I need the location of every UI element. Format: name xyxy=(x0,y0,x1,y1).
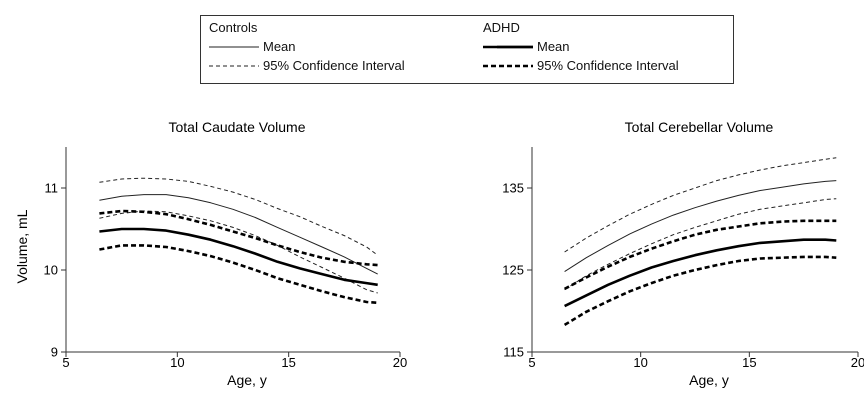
legend-controls-mean-label: Mean xyxy=(263,39,296,54)
y-tick-label: 11 xyxy=(45,181,59,196)
adhd-ci-line xyxy=(99,209,378,267)
adhd-ci-line xyxy=(563,255,837,327)
controls-ci-line xyxy=(99,177,378,256)
legend-controls-ci-label: 95% Confidence Interval xyxy=(263,58,405,73)
y-tick-label: 9 xyxy=(51,345,58,360)
legend-adhd-ci: 95% Confidence Interval xyxy=(483,58,679,77)
chart-title: Total Caudate Volume xyxy=(169,119,306,135)
controls-mean-line xyxy=(564,180,837,273)
legend-controls-mean: Mean xyxy=(209,39,296,58)
x-tick-label: 15 xyxy=(281,355,295,370)
legend-adhd-group: ADHD Mean 95% Confidence Interval xyxy=(483,20,679,77)
adhd-mean-line xyxy=(99,227,378,287)
legend: Controls Mean 95% Confidence Interval AD… xyxy=(200,15,734,84)
y-axis-label: Volume, mL xyxy=(14,209,30,283)
x-tick-label: 10 xyxy=(633,355,647,370)
legend-adhd-mean: Mean xyxy=(483,39,570,58)
legend-adhd-mean-label: Mean xyxy=(537,39,570,54)
x-tick-label: 15 xyxy=(742,355,756,370)
x-axis-label: Age, y xyxy=(689,372,729,388)
legend-controls-mean-swatch xyxy=(209,46,259,48)
controls-ci-line xyxy=(564,198,837,291)
x-tick-label: 20 xyxy=(393,355,407,370)
legend-adhd-ci-swatch xyxy=(483,64,533,68)
x-tick-label: 5 xyxy=(62,355,69,370)
chart-panel-2: Total Cerebellar Volume 5 10 15 20 115 125 135 A… xyxy=(502,119,864,388)
legend-controls-ci: 95% Confidence Interval xyxy=(209,58,405,77)
controls-ci-line xyxy=(99,210,378,294)
x-axis-label: Age, y xyxy=(227,372,267,388)
y-tick-label: 115 xyxy=(503,345,524,360)
chart-title: Total Cerebellar Volume xyxy=(625,119,774,135)
x-tick-label: 20 xyxy=(851,355,864,370)
legend-controls-ci-swatch xyxy=(209,65,259,67)
adhd-ci-line xyxy=(563,219,837,291)
controls-ci-line xyxy=(564,157,837,253)
controls-mean-line xyxy=(99,194,378,275)
legend-adhd-title: ADHD xyxy=(483,20,520,35)
adhd-ci-line xyxy=(99,244,378,305)
y-tick-label: 135 xyxy=(502,181,524,196)
legend-adhd-ci-label: 95% Confidence Interval xyxy=(537,58,679,73)
legend-adhd-mean-swatch xyxy=(483,45,533,49)
adhd-mean-line xyxy=(564,238,837,308)
legend-controls-group: Controls Mean 95% Confidence Interval xyxy=(209,20,405,77)
y-tick-label: 10 xyxy=(44,263,58,278)
legend-controls-title: Controls xyxy=(209,20,258,35)
chart-panel-1: Total Caudate Volume 5 10 15 20 9 10 11 Age, y Vo… xyxy=(14,119,407,388)
x-tick-label: 10 xyxy=(170,355,184,370)
x-tick-label: 5 xyxy=(528,355,535,370)
y-tick-label: 125 xyxy=(502,263,524,278)
